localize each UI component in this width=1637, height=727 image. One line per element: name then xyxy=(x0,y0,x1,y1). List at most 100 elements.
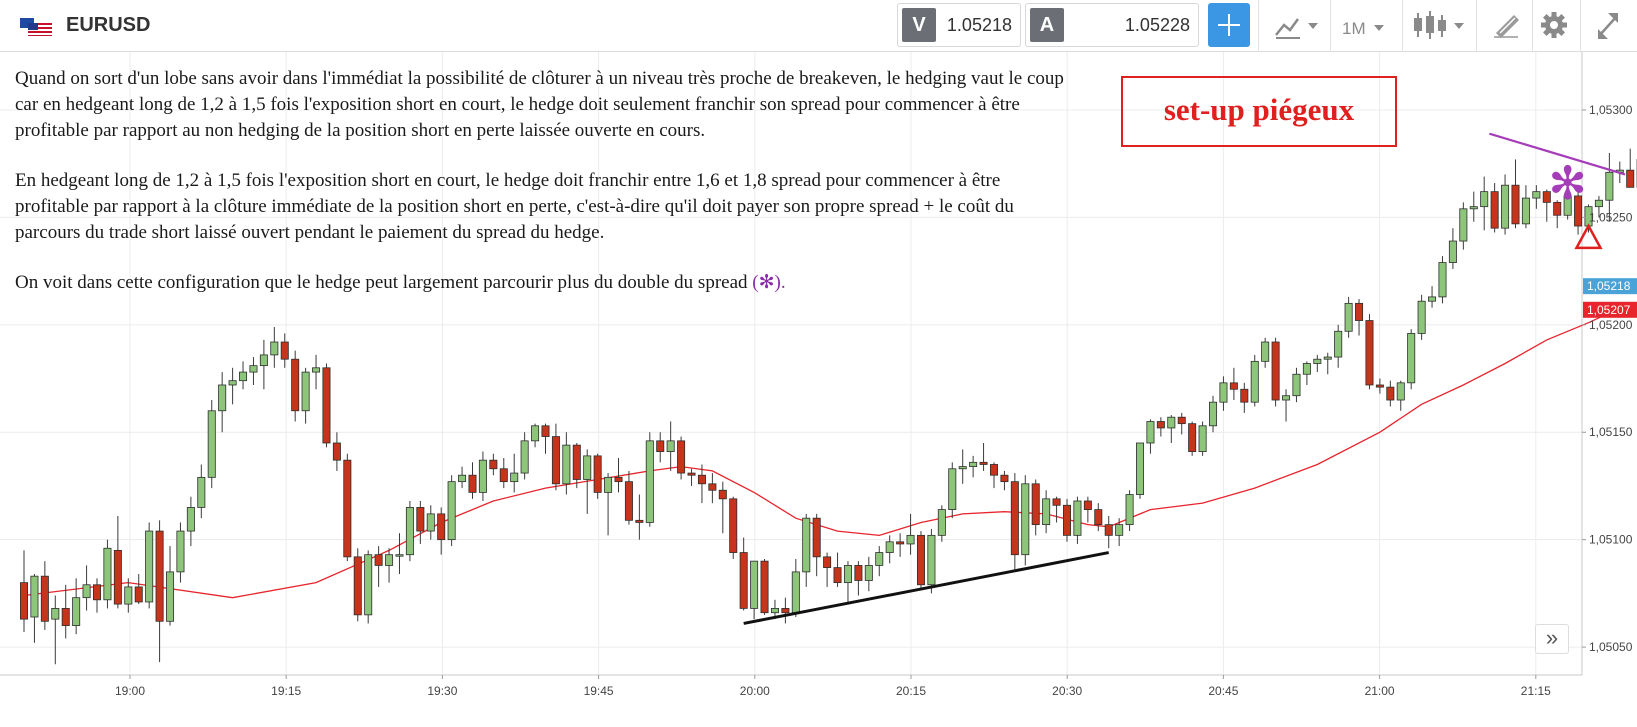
candle[interactable] xyxy=(1355,299,1364,336)
candle[interactable] xyxy=(322,363,331,448)
candle[interactable] xyxy=(739,537,748,611)
candle[interactable] xyxy=(781,597,790,624)
candle[interactable] xyxy=(1313,354,1322,373)
candle[interactable] xyxy=(823,552,832,587)
candle[interactable] xyxy=(395,533,404,575)
candle[interactable] xyxy=(437,507,446,555)
candle[interactable] xyxy=(624,470,633,525)
candle[interactable] xyxy=(1052,496,1061,523)
candle[interactable] xyxy=(374,546,383,587)
candle[interactable] xyxy=(1594,195,1603,218)
candle[interactable] xyxy=(1219,376,1228,411)
candle[interactable] xyxy=(61,584,70,639)
scroll-forward-button[interactable]: » xyxy=(1535,624,1569,654)
candle[interactable] xyxy=(948,462,957,519)
candle[interactable] xyxy=(1292,367,1301,403)
candle[interactable] xyxy=(51,595,60,665)
candle[interactable] xyxy=(259,339,268,390)
chart-type-button[interactable] xyxy=(1266,3,1324,47)
candle[interactable] xyxy=(1501,174,1510,235)
candle[interactable] xyxy=(843,561,852,602)
candle[interactable] xyxy=(145,522,154,609)
candle[interactable] xyxy=(1323,352,1332,375)
candle[interactable] xyxy=(1031,479,1040,536)
candle[interactable] xyxy=(207,400,216,489)
candle[interactable] xyxy=(1167,415,1176,443)
candle[interactable] xyxy=(958,449,967,484)
candle[interactable] xyxy=(760,558,769,615)
candle[interactable] xyxy=(896,533,905,557)
candle[interactable] xyxy=(19,550,28,633)
candle[interactable] xyxy=(1000,470,1009,491)
candle[interactable] xyxy=(312,354,321,390)
candle[interactable] xyxy=(1073,496,1082,544)
candle[interactable] xyxy=(1553,200,1562,229)
candle[interactable] xyxy=(1250,354,1259,407)
candle[interactable] xyxy=(1417,294,1426,340)
candle[interactable] xyxy=(1438,256,1447,304)
candle[interactable] xyxy=(750,560,759,620)
candle[interactable] xyxy=(979,442,988,471)
candle[interactable] xyxy=(1386,380,1395,407)
candle[interactable] xyxy=(82,565,91,611)
candle[interactable] xyxy=(635,494,644,540)
candle[interactable] xyxy=(270,326,279,368)
candle[interactable] xyxy=(1563,191,1572,220)
candle[interactable] xyxy=(989,462,998,489)
candle[interactable] xyxy=(1261,337,1270,368)
fullscreen-button[interactable] xyxy=(1588,3,1628,47)
candle[interactable] xyxy=(280,333,289,368)
candle[interactable] xyxy=(969,455,978,478)
candle[interactable] xyxy=(604,473,613,536)
candle[interactable] xyxy=(1125,490,1134,532)
candle[interactable] xyxy=(1042,490,1051,534)
candle[interactable] xyxy=(155,520,164,663)
timeframe-button[interactable]: 1M xyxy=(1338,3,1396,47)
candle[interactable] xyxy=(1407,329,1416,390)
candle[interactable] xyxy=(708,473,717,504)
candle[interactable] xyxy=(176,522,185,583)
candle[interactable] xyxy=(301,367,310,424)
candle[interactable] xyxy=(343,453,352,562)
candle[interactable] xyxy=(1511,159,1520,229)
candle[interactable] xyxy=(833,552,842,587)
candle[interactable] xyxy=(937,505,946,542)
candle[interactable] xyxy=(687,468,696,486)
candle[interactable] xyxy=(677,436,686,480)
candle[interactable] xyxy=(885,535,894,564)
candle[interactable] xyxy=(405,500,414,562)
candle[interactable] xyxy=(656,432,665,463)
candle[interactable] xyxy=(353,548,362,622)
candle[interactable] xyxy=(1209,395,1218,433)
candle[interactable] xyxy=(802,513,811,587)
instrument-symbol[interactable]: EURUSD xyxy=(66,14,151,36)
candle[interactable] xyxy=(197,464,206,519)
candle[interactable] xyxy=(218,372,227,433)
candle[interactable] xyxy=(906,513,915,555)
candle[interactable] xyxy=(1282,389,1291,422)
candle[interactable] xyxy=(291,350,300,422)
candle[interactable] xyxy=(531,423,540,448)
candle[interactable] xyxy=(645,432,654,527)
candlestick-chart[interactable]: ✻ 1,05050 1,05100 1,05150 1,05200 1,05250 1,05… xyxy=(0,52,1637,727)
candle[interactable] xyxy=(916,531,925,590)
candle[interactable] xyxy=(1021,475,1030,566)
candle[interactable] xyxy=(93,578,102,613)
candle[interactable] xyxy=(1626,148,1635,188)
candle[interactable] xyxy=(666,421,675,471)
candle[interactable] xyxy=(478,451,487,501)
candle[interactable] xyxy=(1448,228,1457,269)
candle[interactable] xyxy=(854,561,863,596)
candle[interactable] xyxy=(875,546,884,577)
candle[interactable] xyxy=(134,574,143,605)
candle[interactable] xyxy=(1156,417,1165,437)
candle[interactable] xyxy=(1396,380,1405,411)
candle[interactable] xyxy=(729,496,738,559)
candle[interactable] xyxy=(40,561,49,630)
candle[interactable] xyxy=(1375,378,1384,394)
buy-price-button[interactable]: A 1.05228 xyxy=(1025,3,1199,47)
candle[interactable] xyxy=(1177,412,1186,435)
candle[interactable] xyxy=(1271,337,1280,407)
candle[interactable] xyxy=(1229,367,1238,401)
candle[interactable] xyxy=(385,548,394,583)
